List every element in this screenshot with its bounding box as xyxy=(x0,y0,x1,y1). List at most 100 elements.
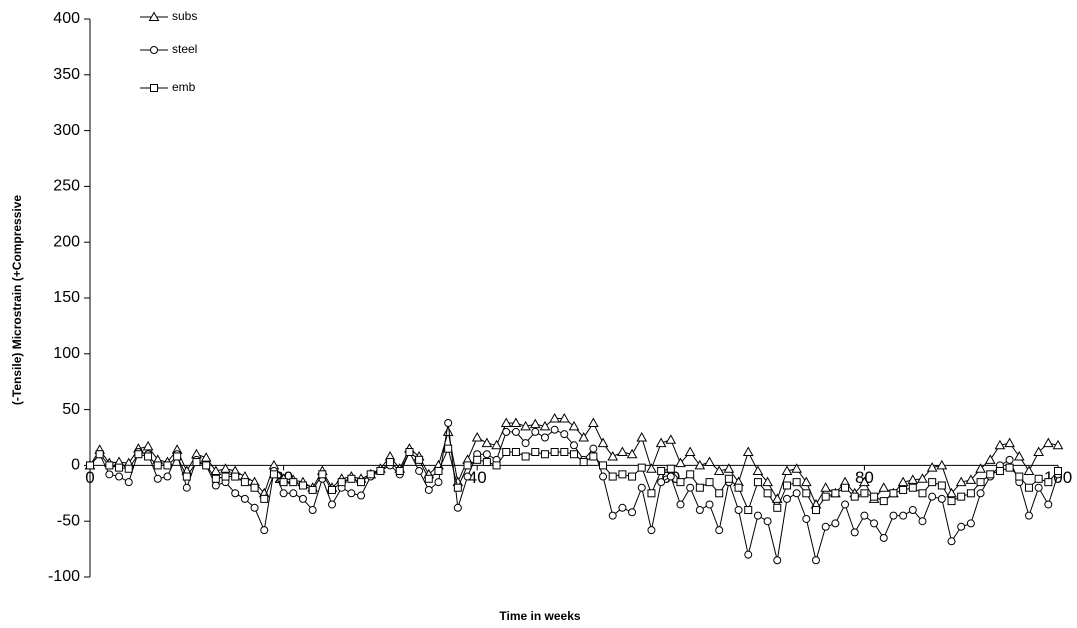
data-point xyxy=(220,463,231,473)
data-point xyxy=(684,446,696,457)
data-point xyxy=(163,461,172,470)
data-point xyxy=(386,458,395,467)
data-point xyxy=(558,413,570,423)
data-point xyxy=(792,478,801,487)
data-point xyxy=(540,450,549,459)
y-tick-label: 150 xyxy=(53,289,80,306)
data-point xyxy=(1005,463,1014,472)
data-point xyxy=(124,478,133,487)
data-point xyxy=(86,461,94,470)
data-point xyxy=(752,465,764,475)
y-tick-label: 300 xyxy=(53,122,80,139)
data-point xyxy=(1024,483,1033,492)
data-point xyxy=(289,489,298,498)
data-point xyxy=(908,506,917,515)
data-point xyxy=(1042,437,1054,448)
data-point xyxy=(957,492,966,501)
data-point xyxy=(473,455,482,464)
data-point xyxy=(540,433,549,442)
data-point xyxy=(618,503,627,512)
data-point xyxy=(570,441,578,450)
data-point xyxy=(917,473,928,483)
data-point xyxy=(1034,474,1043,483)
data-point xyxy=(347,489,356,498)
data-point xyxy=(529,418,541,429)
data-point xyxy=(510,417,522,427)
data-point xyxy=(879,497,888,506)
data-point xyxy=(298,494,307,503)
data-point xyxy=(870,519,879,528)
data-point xyxy=(424,474,433,483)
data-point xyxy=(608,511,617,520)
data-point xyxy=(705,500,714,509)
x-tick-label: 0 xyxy=(85,468,94,487)
data-point xyxy=(144,452,153,461)
data-point xyxy=(695,483,704,492)
data-point xyxy=(463,461,472,470)
data-point xyxy=(628,508,637,517)
data-point xyxy=(200,452,212,462)
data-point xyxy=(240,478,249,487)
data-point xyxy=(1052,439,1064,450)
data-point xyxy=(589,452,598,461)
data-point xyxy=(878,482,890,492)
data-point xyxy=(453,503,462,512)
data-point xyxy=(762,476,773,487)
data-point xyxy=(628,472,637,481)
data-point xyxy=(994,439,1006,450)
data-point xyxy=(366,470,375,479)
data-point xyxy=(841,483,850,492)
data-point xyxy=(957,522,966,531)
data-point xyxy=(618,470,627,479)
data-point xyxy=(1013,450,1025,461)
legend-label: steel xyxy=(172,42,197,56)
data-point xyxy=(713,465,725,475)
data-point xyxy=(560,448,569,457)
data-point xyxy=(568,420,580,431)
x-tick-label: 40 xyxy=(468,468,487,487)
data-point xyxy=(705,478,714,487)
y-tick-label: 350 xyxy=(53,66,80,83)
data-point xyxy=(471,431,483,442)
data-point xyxy=(1054,466,1062,475)
data-point xyxy=(646,463,657,473)
data-point xyxy=(500,417,512,427)
data-point xyxy=(782,481,791,490)
data-point xyxy=(742,446,754,457)
data-point xyxy=(531,448,540,457)
data-point xyxy=(675,457,686,468)
data-point xyxy=(328,500,336,509)
data-point xyxy=(918,517,927,526)
data-point xyxy=(434,478,443,487)
legend-label: emb xyxy=(172,80,196,94)
data-point xyxy=(937,481,946,490)
y-tick-label: 100 xyxy=(53,345,80,362)
data-point xyxy=(976,489,985,498)
data-point xyxy=(986,470,995,479)
data-point xyxy=(1033,446,1044,457)
data-point xyxy=(142,440,154,451)
data-point xyxy=(1044,500,1053,509)
data-point xyxy=(520,420,531,431)
data-point xyxy=(889,511,898,520)
data-point xyxy=(211,481,220,490)
data-point xyxy=(442,426,454,436)
data-point xyxy=(870,492,879,501)
data-point xyxy=(560,430,569,439)
data-point xyxy=(357,491,366,500)
data-point xyxy=(550,448,559,457)
data-point xyxy=(608,472,617,481)
data-point xyxy=(1005,455,1014,464)
data-point xyxy=(781,465,793,475)
data-point xyxy=(570,450,578,459)
data-point xyxy=(357,478,366,487)
data-point xyxy=(269,470,278,479)
data-point xyxy=(723,463,735,473)
y-tick-label: 250 xyxy=(53,178,80,195)
data-point xyxy=(434,466,443,475)
data-point xyxy=(124,464,133,473)
data-point xyxy=(153,474,162,483)
data-point xyxy=(926,462,938,472)
data-point xyxy=(686,470,695,479)
